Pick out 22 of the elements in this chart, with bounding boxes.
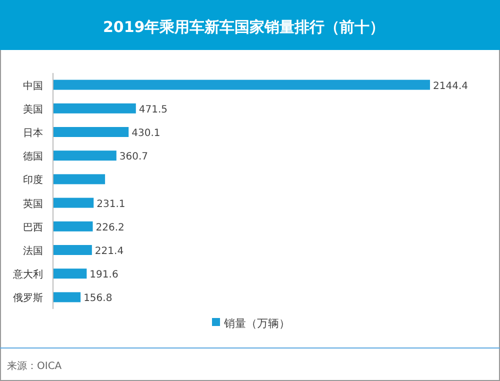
y-tick-label: 法国 — [23, 245, 43, 257]
y-tick-label: 俄罗斯 — [13, 292, 43, 304]
y-tick-label: 美国 — [23, 103, 43, 116]
data-label: 191.6 — [90, 270, 118, 281]
chart-title: 2019年乘用车新车国家销量排行（前十） — [103, 18, 385, 36]
data-label: 221.4 — [94, 246, 124, 257]
data-label: 430.1 — [132, 128, 160, 139]
y-tick-label: 日本 — [23, 127, 43, 139]
data-label: 360.7 — [119, 152, 148, 163]
y-tick-label: 中国 — [23, 80, 43, 92]
data-label: 226.2 — [96, 222, 124, 234]
source-note: 来源：OICA — [7, 360, 62, 372]
data-label: 471.5 — [138, 104, 168, 116]
y-tick-label: 英国 — [23, 198, 43, 210]
data-label: 2144.4 — [433, 80, 468, 92]
legend-label: 销量（万辆） — [223, 317, 290, 330]
y-tick-label: 德国 — [23, 152, 43, 163]
y-tick-label: 印度 — [23, 174, 43, 186]
y-tick-label: 意大利 — [12, 268, 43, 281]
data-label: 156.8 — [84, 293, 112, 304]
data-label: 231.1 — [96, 198, 126, 210]
y-tick-label: 巴西 — [23, 222, 43, 234]
